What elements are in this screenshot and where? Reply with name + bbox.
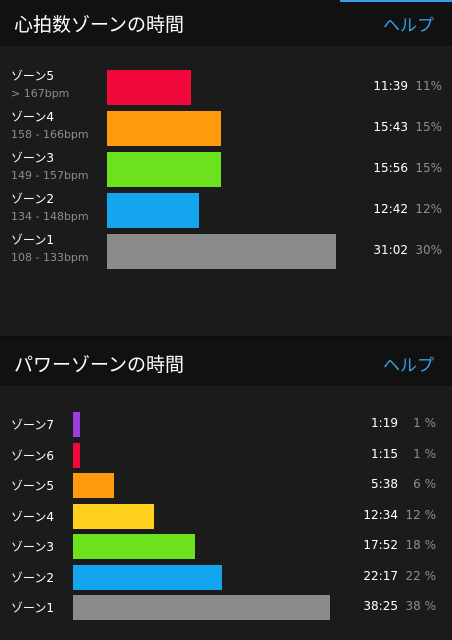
hr-zone-range: 134 - 148bpm bbox=[11, 210, 89, 223]
hr-zone-time: 15:56 bbox=[373, 161, 408, 175]
hr-zone-bar bbox=[107, 193, 199, 228]
hr-zone-row: ゾーン2 134 - 148bpm 12:42 12% bbox=[0, 192, 452, 228]
hr-zone-name: ゾーン5 bbox=[11, 69, 55, 83]
power-zone-bar bbox=[73, 595, 330, 620]
power-zones-title: パワーゾーンの時間 bbox=[14, 354, 185, 376]
header-accent-line bbox=[340, 0, 452, 2]
hr-zone-time: 31:02 bbox=[373, 243, 408, 257]
hr-zone-range: 158 - 166bpm bbox=[11, 128, 89, 141]
hr-zone-percent: 11% bbox=[415, 79, 442, 93]
power-zone-row: ゾーン3 17:52 18 % bbox=[0, 534, 452, 559]
hr-zone-range: > 167bpm bbox=[11, 87, 70, 100]
power-zone-name: ゾーン6 bbox=[11, 448, 55, 463]
power-zone-bar bbox=[73, 442, 80, 468]
power-zone-time: 17:52 bbox=[363, 538, 398, 552]
power-zone-bar bbox=[73, 473, 114, 498]
hr-zone-percent: 12% bbox=[415, 202, 442, 216]
hr-zone-bar bbox=[107, 70, 191, 105]
power-zone-time: 22:17 bbox=[363, 568, 398, 583]
power-zone-bar bbox=[73, 412, 80, 437]
hr-zone-bar bbox=[107, 111, 221, 146]
hr-zone-bar bbox=[107, 152, 221, 187]
heart-rate-help-link[interactable]: ヘルプ bbox=[383, 16, 434, 36]
hr-zone-name: ゾーン3 bbox=[11, 151, 55, 165]
power-zone-bar bbox=[73, 564, 222, 590]
hr-zone-time: 15:43 bbox=[373, 120, 408, 134]
power-zone-percent: 6 % bbox=[413, 477, 436, 491]
hr-zone-time: 11:39 bbox=[373, 79, 408, 93]
power-zone-percent: 18 % bbox=[405, 538, 437, 552]
power-zone-row: ゾーン1 38:25 38 % bbox=[0, 595, 452, 620]
power-zone-row: ゾーン6 1:15 1 % bbox=[0, 442, 452, 468]
power-zone-row: ゾーン2 22:17 22 % bbox=[0, 564, 452, 590]
hr-zone-row: ゾーン1 108 - 133bpm 31:02 30% bbox=[0, 233, 452, 269]
hr-zone-percent: 30% bbox=[415, 243, 442, 257]
power-zone-bar bbox=[73, 503, 154, 529]
power-zone-time: 5:38 bbox=[371, 477, 398, 491]
power-help-link[interactable]: ヘルプ bbox=[383, 356, 434, 376]
hr-zone-name: ゾーン4 bbox=[11, 110, 55, 124]
power-zone-name: ゾーン7 bbox=[11, 418, 55, 432]
power-zone-name: ゾーン5 bbox=[11, 479, 55, 493]
power-zone-row: ゾーン5 5:38 6 % bbox=[0, 473, 452, 498]
hr-zone-row: ゾーン5 > 167bpm 11:39 11% bbox=[0, 69, 452, 105]
hr-zone-range: 108 - 133bpm bbox=[11, 251, 89, 264]
heart-rate-zones-title: 心拍数ゾーンの時間 bbox=[14, 14, 185, 36]
power-zone-time: 1:15 bbox=[371, 446, 398, 461]
power-zone-percent: 1 % bbox=[413, 416, 436, 430]
power-zone-time: 12:34 bbox=[363, 507, 398, 522]
hr-zone-range: 149 - 157bpm bbox=[11, 169, 89, 182]
hr-zone-time: 12:42 bbox=[373, 202, 408, 216]
power-zone-percent: 22 % bbox=[405, 568, 437, 583]
hr-zone-percent: 15% bbox=[415, 161, 442, 175]
hr-zone-name: ゾーン2 bbox=[11, 192, 55, 206]
hr-zone-name: ゾーン1 bbox=[11, 233, 55, 247]
power-zone-percent: 1 % bbox=[413, 446, 436, 461]
power-zone-percent: 38 % bbox=[405, 599, 437, 613]
power-zone-bar bbox=[73, 534, 195, 559]
heart-rate-zones-panel: 心拍数ゾーンの時間 ヘルプ ゾーン5 > 167bpm 11:39 11% ゾーン4 15… bbox=[0, 0, 452, 336]
power-zone-name: ゾーン2 bbox=[11, 570, 55, 585]
hr-zone-row: ゾーン3 149 - 157bpm 15:56 15% bbox=[0, 151, 452, 187]
power-zone-row: ゾーン7 1:19 1 % bbox=[0, 412, 452, 437]
power-zones-header: パワーゾーンの時間 ヘルプ bbox=[0, 340, 452, 386]
power-zone-time: 1:19 bbox=[371, 416, 398, 430]
hr-zone-percent: 15% bbox=[415, 120, 442, 134]
power-zone-name: ゾーン3 bbox=[11, 540, 55, 554]
hr-zone-bar bbox=[107, 234, 336, 269]
heart-rate-zones-header: 心拍数ゾーンの時間 ヘルプ bbox=[0, 0, 452, 46]
power-zone-percent: 12 % bbox=[405, 507, 437, 522]
power-zone-time: 38:25 bbox=[363, 599, 398, 613]
power-zone-name: ゾーン1 bbox=[11, 601, 55, 615]
hr-zone-row: ゾーン4 158 - 166bpm 15:43 15% bbox=[0, 110, 452, 146]
power-zone-row: ゾーン4 12:34 12 % bbox=[0, 503, 452, 529]
power-zone-name: ゾーン4 bbox=[11, 509, 55, 524]
power-zones-panel: パワーゾーンの時間 ヘルプ ゾーン7 1:19 1 % ゾーン6 1:15 1 % ゾーン5… bbox=[0, 340, 452, 640]
